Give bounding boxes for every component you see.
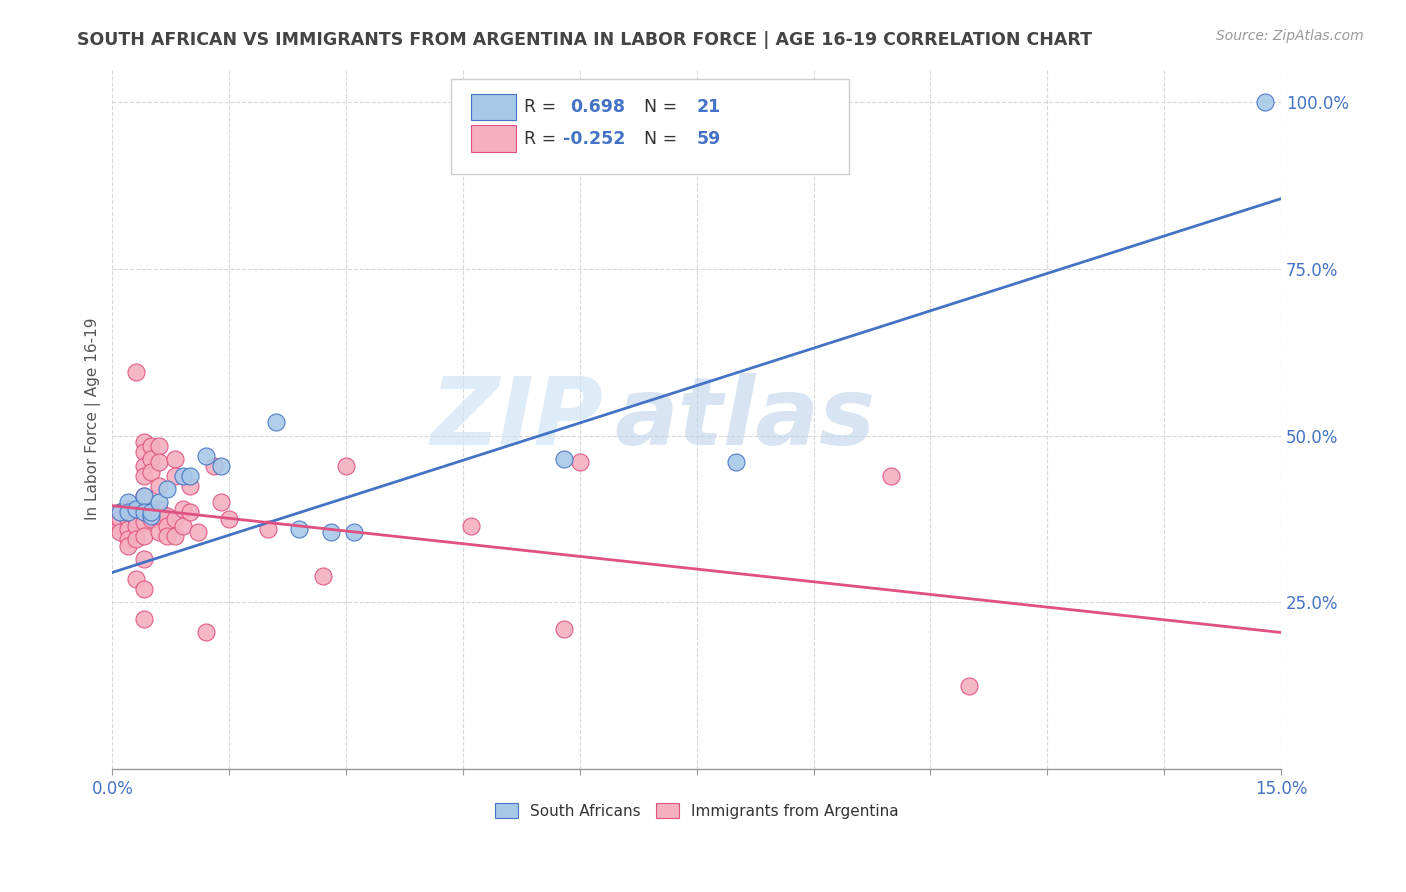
FancyBboxPatch shape bbox=[471, 125, 516, 152]
Point bbox=[156, 508, 179, 523]
Point bbox=[141, 508, 163, 523]
Point bbox=[218, 512, 240, 526]
Text: R =: R = bbox=[524, 129, 561, 147]
Point bbox=[141, 439, 163, 453]
Legend: South Africans, Immigrants from Argentina: South Africans, Immigrants from Argentin… bbox=[489, 797, 904, 825]
Point bbox=[108, 518, 131, 533]
Point bbox=[117, 495, 139, 509]
Point bbox=[108, 512, 131, 526]
Text: R =: R = bbox=[524, 98, 561, 116]
Point bbox=[156, 482, 179, 496]
Point bbox=[141, 512, 163, 526]
Text: -0.252: -0.252 bbox=[564, 129, 626, 147]
Point bbox=[172, 468, 194, 483]
Y-axis label: In Labor Force | Age 16-19: In Labor Force | Age 16-19 bbox=[86, 318, 101, 520]
Point bbox=[957, 679, 980, 693]
Point bbox=[125, 532, 148, 546]
Point bbox=[108, 505, 131, 519]
Point bbox=[211, 458, 233, 473]
Point bbox=[148, 525, 170, 540]
Point bbox=[343, 525, 366, 540]
Point bbox=[141, 505, 163, 519]
Point bbox=[132, 552, 155, 566]
Point bbox=[108, 525, 131, 540]
Point bbox=[172, 502, 194, 516]
Point bbox=[132, 612, 155, 626]
Point bbox=[132, 445, 155, 459]
Point bbox=[211, 495, 233, 509]
Point bbox=[125, 518, 148, 533]
Point bbox=[724, 455, 747, 469]
Point bbox=[156, 529, 179, 543]
FancyBboxPatch shape bbox=[471, 94, 516, 120]
Point bbox=[132, 529, 155, 543]
Point bbox=[132, 505, 155, 519]
Point bbox=[132, 489, 155, 503]
Point bbox=[880, 468, 903, 483]
Point bbox=[148, 478, 170, 492]
Point bbox=[194, 449, 217, 463]
Point bbox=[312, 568, 335, 582]
Point bbox=[553, 452, 575, 467]
Text: atlas: atlas bbox=[614, 373, 876, 465]
Point bbox=[172, 518, 194, 533]
Point bbox=[163, 452, 186, 467]
Point bbox=[179, 478, 201, 492]
Text: 0.698: 0.698 bbox=[571, 98, 626, 116]
Point bbox=[179, 468, 201, 483]
Point bbox=[460, 518, 482, 533]
Point bbox=[148, 439, 170, 453]
Point bbox=[125, 502, 148, 516]
Point bbox=[125, 365, 148, 379]
Point bbox=[1254, 95, 1277, 109]
Point bbox=[335, 458, 357, 473]
Point bbox=[117, 512, 139, 526]
Point bbox=[163, 512, 186, 526]
Point bbox=[117, 502, 139, 516]
Point bbox=[163, 468, 186, 483]
Text: Source: ZipAtlas.com: Source: ZipAtlas.com bbox=[1216, 29, 1364, 43]
Point bbox=[132, 582, 155, 596]
Point bbox=[108, 505, 131, 519]
Text: 59: 59 bbox=[697, 129, 721, 147]
Point bbox=[568, 455, 591, 469]
Point bbox=[148, 502, 170, 516]
Point bbox=[132, 435, 155, 450]
Point bbox=[179, 505, 201, 519]
Text: 21: 21 bbox=[697, 98, 721, 116]
Point bbox=[125, 505, 148, 519]
Text: N =: N = bbox=[644, 98, 683, 116]
Point bbox=[202, 458, 225, 473]
Point bbox=[288, 522, 311, 536]
Point bbox=[264, 415, 287, 429]
Point bbox=[125, 572, 148, 586]
Point bbox=[132, 468, 155, 483]
Point bbox=[163, 529, 186, 543]
Point bbox=[125, 512, 148, 526]
Point bbox=[132, 516, 155, 530]
Point bbox=[553, 622, 575, 636]
Point bbox=[187, 525, 209, 540]
Point bbox=[194, 625, 217, 640]
Point bbox=[148, 455, 170, 469]
Point bbox=[257, 522, 280, 536]
Point bbox=[117, 522, 139, 536]
Point bbox=[117, 532, 139, 546]
Point bbox=[319, 525, 342, 540]
Point bbox=[148, 512, 170, 526]
Point bbox=[141, 465, 163, 479]
Text: SOUTH AFRICAN VS IMMIGRANTS FROM ARGENTINA IN LABOR FORCE | AGE 16-19 CORRELATIO: SOUTH AFRICAN VS IMMIGRANTS FROM ARGENTI… bbox=[77, 31, 1092, 49]
Point bbox=[132, 458, 155, 473]
Text: ZIP: ZIP bbox=[430, 373, 603, 465]
Point bbox=[132, 489, 155, 503]
FancyBboxPatch shape bbox=[451, 79, 849, 174]
Point bbox=[156, 518, 179, 533]
Text: N =: N = bbox=[644, 129, 683, 147]
Point bbox=[141, 452, 163, 467]
Point bbox=[148, 495, 170, 509]
Point bbox=[117, 539, 139, 553]
Point bbox=[117, 505, 139, 519]
